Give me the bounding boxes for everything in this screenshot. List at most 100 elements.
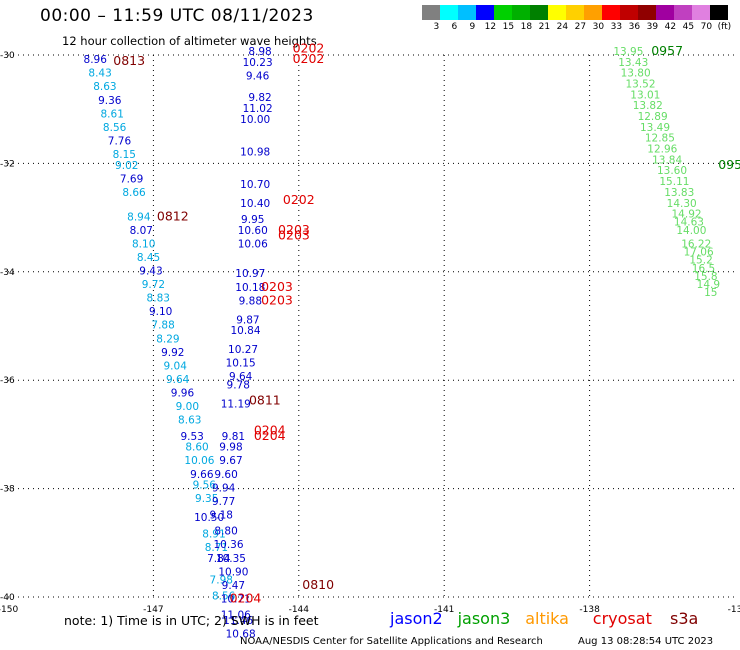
swh-value: 9.66: [190, 469, 214, 481]
credit-line: NOAA/NESDIS Center for Satellite Applica…: [240, 636, 543, 647]
x-tick-label: -13: [728, 605, 740, 615]
swh-value: 7.76: [108, 135, 132, 147]
swh-value: 9.18: [210, 509, 233, 521]
color-swatch: [566, 5, 584, 20]
swh-value: 13.01: [630, 89, 660, 101]
color-swatch: [620, 5, 638, 20]
swh-value: 11.06: [221, 610, 251, 622]
swh-value: 14.30: [667, 198, 697, 210]
swh-value: 8.56: [212, 591, 236, 603]
swh-value: 9.04: [164, 360, 188, 372]
swh-value: 10.97: [235, 268, 265, 280]
pass-time-label: 0204: [254, 422, 286, 437]
color-scale-label: 18: [520, 22, 533, 32]
swh-value: 13.60: [657, 165, 687, 177]
swh-value: 13.49: [640, 122, 670, 134]
pass-time-label: 095: [718, 157, 740, 172]
legend-item-cryosat: cryosat: [592, 609, 652, 628]
swh-value: 9.60: [214, 469, 237, 481]
x-tick-label: -147: [143, 605, 163, 615]
swh-value: 9.77: [212, 496, 235, 508]
swh-value: 10.71: [221, 593, 251, 605]
swh-value: 9.02: [115, 160, 138, 172]
swh-value: 10.60: [238, 225, 268, 237]
color-swatch: [476, 5, 494, 20]
swh-value: 10.68: [226, 629, 256, 641]
swh-value: 7.69: [120, 173, 143, 185]
color-swatch: [458, 5, 476, 20]
swh-value: 11.02: [243, 103, 273, 115]
swh-value: 15: [704, 287, 717, 299]
swh-value: 10.18: [235, 282, 265, 294]
swh-value: 10.40: [240, 198, 270, 210]
swh-value: 8.56: [103, 122, 127, 134]
swh-value: 8.61: [101, 108, 124, 120]
y-tick-label: -40: [0, 593, 15, 603]
color-swatch: [422, 5, 440, 20]
swh-value: 7.84: [207, 553, 231, 565]
swh-value: 9.36: [98, 95, 122, 107]
swh-value: 9.98: [219, 442, 242, 454]
color-scale-label: 39: [646, 22, 659, 32]
y-tick-label: -32: [0, 159, 15, 169]
swh-value: 14.00: [676, 225, 706, 237]
color-scale-label: 27: [574, 22, 587, 32]
swh-value: 14.92: [672, 209, 702, 221]
color-scale-label: 21: [538, 22, 551, 32]
x-tick-label: -150: [0, 605, 18, 615]
color-scale-label: 30: [592, 22, 605, 32]
swh-value: 9.47: [222, 580, 245, 592]
color-scale-label: 33: [610, 22, 623, 32]
swh-value: 8.45: [137, 252, 160, 264]
swh-value: 9.95: [241, 214, 264, 226]
swh-value: 10.36: [213, 539, 243, 551]
swh-value: 9.96: [171, 387, 195, 399]
color-swatch: [656, 5, 674, 20]
swh-value: 10.23: [243, 57, 273, 69]
swh-value: 8.94: [127, 211, 151, 223]
swh-value: 10.70: [240, 179, 270, 191]
color-scale-label: 24: [556, 22, 569, 32]
color-swatch: [674, 5, 692, 20]
swh-value: 9.10: [149, 306, 172, 318]
legend-item-s3a: s3a: [670, 609, 699, 628]
swh-value: 8.10: [132, 238, 155, 250]
color-swatch: [512, 5, 530, 20]
swh-value: 8.63: [93, 81, 116, 93]
swh-value: 13.43: [618, 57, 648, 69]
color-swatch: [548, 5, 566, 20]
color-scale-label: (ft): [717, 22, 732, 32]
swh-value: 10.98: [240, 146, 270, 158]
swh-value: 9.81: [222, 431, 245, 443]
swh-value: 9.53: [180, 431, 203, 443]
swh-value: 13.95: [613, 46, 643, 58]
color-scale-label: 45: [682, 22, 695, 32]
x-tick-label: -144: [289, 605, 310, 615]
pass-time-label: 0811: [249, 393, 281, 408]
y-tick-label: -38: [0, 485, 15, 495]
swh-value: 11.46: [223, 615, 253, 627]
pass-time-label: 0957: [651, 43, 683, 58]
color-swatch: [710, 5, 728, 20]
swh-value: 14.9: [697, 279, 720, 291]
chart-title: 00:00 – 11:59 UTC 08/11/2023: [40, 6, 314, 26]
color-scale-label: 42: [664, 22, 677, 32]
swh-value: 12.85: [645, 133, 675, 145]
swh-value: 9.92: [161, 347, 184, 359]
color-scale-label: 3: [433, 22, 440, 32]
swh-value: 17.06: [684, 247, 714, 259]
swh-value: 10.50: [194, 512, 224, 524]
swh-value: 9.46: [246, 70, 270, 82]
swh-value: 9.94: [212, 482, 236, 494]
generation-timestamp: Aug 13 08:28:54 UTC 2023: [578, 636, 714, 647]
swh-value: 10.27: [228, 344, 258, 356]
color-scale-labels: 3 6 9 12 15 18 21 24 27 30 33 36 39 42 45 70 (ft): [422, 22, 732, 34]
swh-value: 8.15: [113, 149, 136, 161]
pass-time-label: 0810: [302, 577, 334, 592]
swh-value: 9.72: [142, 279, 165, 291]
swh-value: 10.90: [218, 566, 248, 578]
swh-value: 9.64: [229, 371, 253, 383]
swh-value: 7.98: [210, 574, 233, 586]
swh-value: 8.96: [84, 54, 108, 66]
